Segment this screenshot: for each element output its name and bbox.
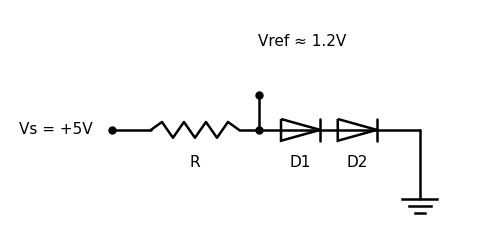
Text: D1: D1 (290, 155, 311, 170)
Text: D2: D2 (347, 155, 368, 170)
Text: Vs = +5V: Vs = +5V (19, 122, 92, 137)
Text: Vref ≈ 1.2V: Vref ≈ 1.2V (259, 34, 347, 49)
Text: R: R (190, 155, 200, 170)
